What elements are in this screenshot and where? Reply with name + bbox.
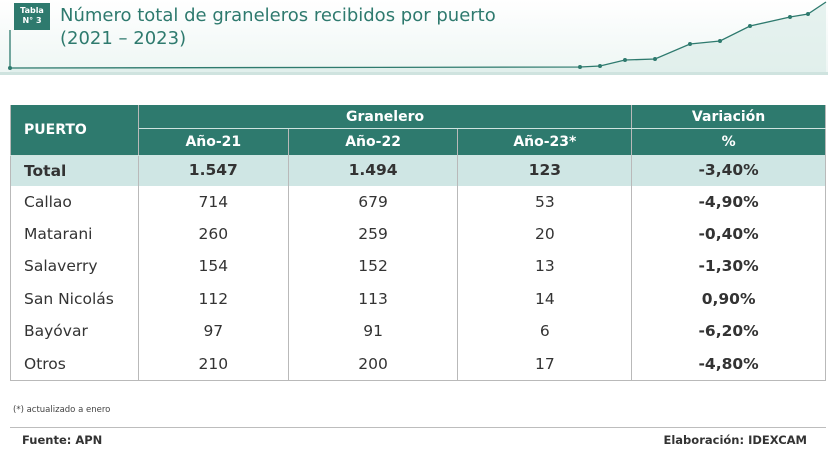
table-row: Total 1.547 1.494 123 -3,40%	[10, 155, 826, 186]
table-row: San Nicolás 112 113 14 0,90%	[10, 282, 826, 316]
table-cell: 259	[287, 217, 459, 251]
col-header: Año-23*	[457, 128, 633, 155]
table-cell: 200	[287, 347, 459, 381]
table-cell: 113	[287, 282, 459, 316]
table-cell: 14	[457, 282, 633, 316]
table-body: Total 1.547 1.494 123 -3,40% Callao 714 679 53 -4…	[10, 155, 826, 381]
subtitle: (2021 – 2023)	[60, 28, 187, 49]
col-header: PUERTO	[10, 105, 139, 156]
table-cell: -4,90%	[631, 185, 826, 218]
table-cell: 679	[287, 185, 459, 218]
table-row: Matarani 260 259 20 -0,40%	[10, 217, 826, 251]
header-decoration	[8, 1, 827, 72]
col-header: Variación	[631, 105, 826, 129]
header-band	[0, 0, 828, 75]
table-cell: Matarani	[10, 217, 139, 251]
table-cell: 53	[457, 185, 633, 218]
table-cell: -6,20%	[631, 315, 826, 348]
table-cell: Total	[10, 155, 139, 186]
table-cell: -0,40%	[631, 217, 826, 251]
table-cell: 210	[137, 347, 289, 381]
credit: Elaboración: IDEXCAM	[663, 433, 808, 447]
table-cell: 123	[457, 155, 633, 186]
table-cell: Callao	[10, 185, 139, 218]
table-cell: -1,30%	[631, 250, 826, 283]
table-cell: San Nicolás	[10, 282, 139, 316]
col-header: %	[631, 128, 826, 155]
title-block: Número total de graneleros recibidos por…	[60, 4, 496, 50]
table-cell: -4,80%	[631, 347, 826, 381]
table-cell: 152	[287, 250, 459, 283]
table-cell: 154	[137, 250, 289, 283]
source: Fuente: APN	[22, 433, 103, 447]
table-cell: 13	[457, 250, 633, 283]
group-header: Granelero	[137, 105, 633, 129]
table-cell: 91	[287, 315, 459, 348]
table-cell: 714	[137, 185, 289, 218]
table-badge: Tabla N° 3	[14, 3, 50, 30]
table-cell: 1.494	[287, 155, 459, 186]
table-cell: 260	[137, 217, 289, 251]
table-row: Salaverry 154 152 13 -1,30%	[10, 250, 826, 283]
table-cell: 17	[457, 347, 633, 381]
table-row: Callao 714 679 53 -4,90%	[10, 185, 826, 218]
badge-number: N° 3	[22, 16, 42, 25]
table-cell: Otros	[10, 347, 139, 381]
table-cell: 1.547	[137, 155, 289, 186]
col-header: Año-22	[287, 128, 459, 155]
badge-label: Tabla	[20, 6, 44, 15]
table-cell: -3,40%	[631, 155, 826, 186]
table-cell: 6	[457, 315, 633, 348]
data-table: PUERTO Granelero Variación Año-21 Año-22…	[10, 105, 826, 381]
table-cell: 97	[137, 315, 289, 348]
footer-rule	[10, 427, 826, 428]
table-cell: 0,90%	[631, 282, 826, 316]
table-cell: Bayóvar	[10, 315, 139, 348]
col-header: Año-21	[137, 128, 289, 155]
table-cell: Salaverry	[10, 250, 139, 283]
title: Número total de graneleros recibidos por…	[60, 5, 496, 26]
table-cell: 112	[137, 282, 289, 316]
footnote: (*) actualizado a enero	[13, 405, 111, 415]
table-row: Otros 210 200 17 -4,80%	[10, 347, 826, 381]
table-cell: 20	[457, 217, 633, 251]
table-row: Bayóvar 97 91 6 -6,20%	[10, 315, 826, 348]
